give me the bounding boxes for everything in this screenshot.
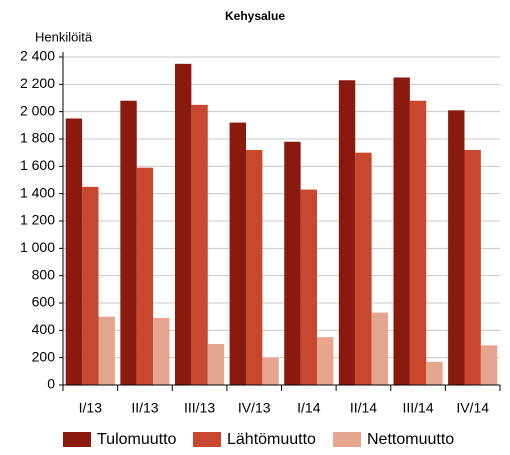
y-tick-label: 2 400 xyxy=(20,48,55,64)
bar xyxy=(480,345,498,385)
bar xyxy=(426,361,443,385)
bar xyxy=(300,189,318,385)
bar xyxy=(82,186,99,385)
x-tick-label: II/14 xyxy=(350,400,377,416)
x-tick-label: IV/14 xyxy=(456,400,489,416)
bar xyxy=(371,312,389,385)
legend-swatch xyxy=(63,432,91,447)
bar xyxy=(393,77,410,385)
y-tick-label: 1 400 xyxy=(20,184,55,200)
y-tick-label: 1 600 xyxy=(20,157,55,173)
y-tick-label: 1 200 xyxy=(20,212,55,228)
y-tick-label: 600 xyxy=(32,294,56,310)
bar xyxy=(229,122,246,385)
bar xyxy=(191,104,208,385)
bar xyxy=(98,316,115,385)
bar xyxy=(448,110,465,386)
bar xyxy=(245,149,263,385)
legend-label: Lähtömuutto xyxy=(227,431,316,448)
bar xyxy=(317,337,334,385)
x-tick-label: III/14 xyxy=(402,400,433,416)
legend-label: Nettomuutto xyxy=(367,431,454,448)
x-tick-label: IV/13 xyxy=(238,400,271,416)
x-tick-label: I/14 xyxy=(297,400,321,416)
y-tick-label: 0 xyxy=(47,376,55,392)
x-tick-label: III/13 xyxy=(184,400,215,416)
legend-label: Tulomuutto xyxy=(97,431,177,448)
bar xyxy=(153,318,170,385)
y-tick-label: 800 xyxy=(32,266,56,282)
bar xyxy=(136,167,154,385)
y-tick-label: 1 800 xyxy=(20,130,55,146)
bar xyxy=(262,357,279,385)
bar xyxy=(65,118,83,385)
bar xyxy=(174,63,192,385)
chart-title: Kehysalue xyxy=(225,9,285,23)
y-tick-label: 200 xyxy=(32,348,56,364)
y-tick-label: 1 000 xyxy=(20,239,55,255)
x-tick-label: I/13 xyxy=(79,400,103,416)
legend-swatch xyxy=(193,432,221,447)
bar xyxy=(338,80,356,385)
y-tick-label: 2 200 xyxy=(20,75,55,91)
y-axis-label: Henkilöitä xyxy=(35,29,93,44)
bar xyxy=(284,141,301,385)
bar xyxy=(120,100,137,385)
y-tick-label: 2 000 xyxy=(20,102,55,118)
bar xyxy=(464,149,481,385)
bar xyxy=(409,100,427,385)
x-tick-label: II/13 xyxy=(131,400,158,416)
y-tick-label: 400 xyxy=(32,321,56,337)
legend-swatch xyxy=(333,432,361,447)
bar xyxy=(207,344,225,385)
bar xyxy=(355,152,372,385)
